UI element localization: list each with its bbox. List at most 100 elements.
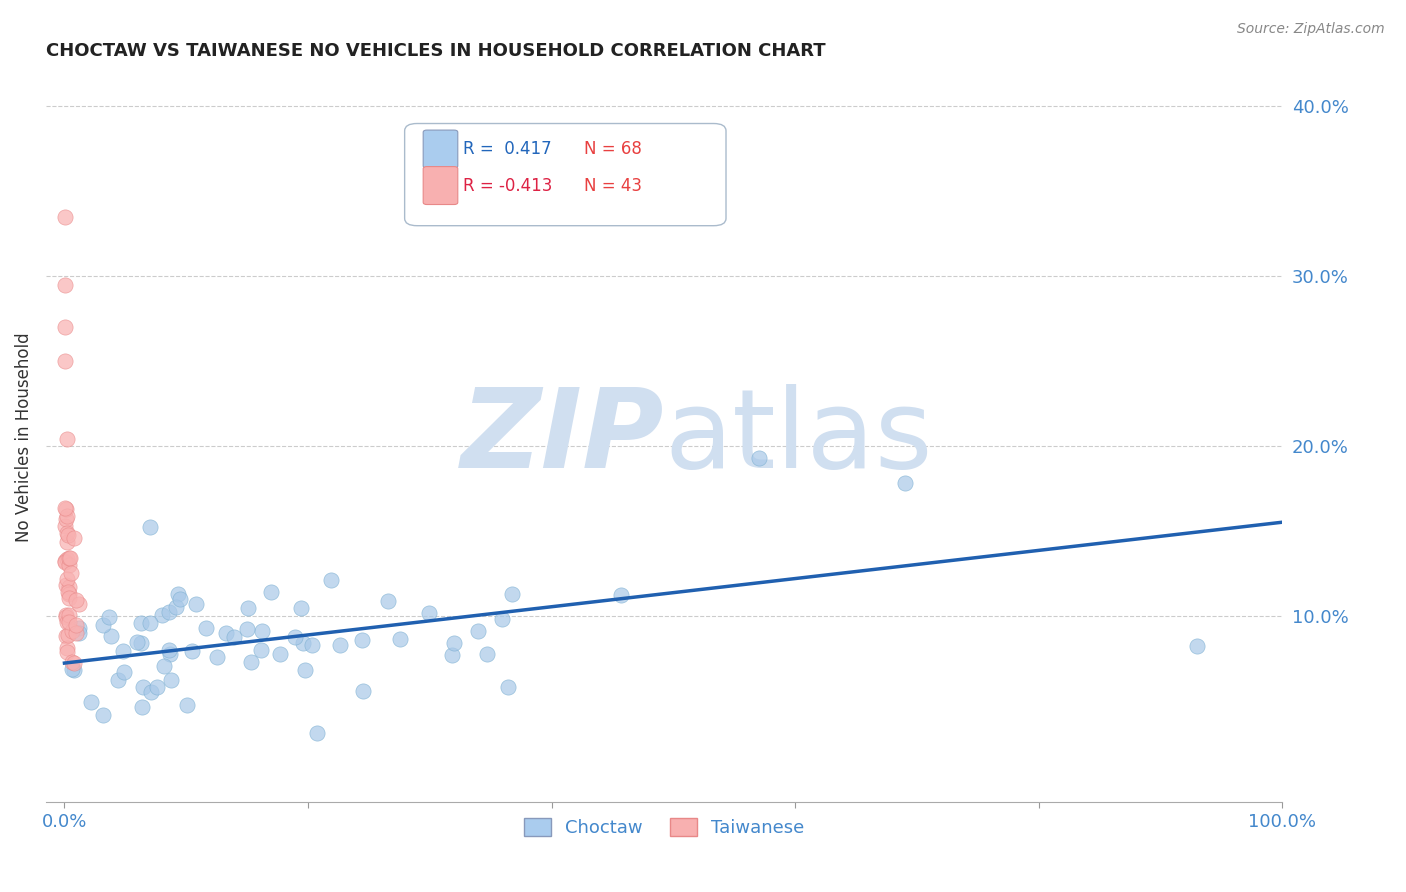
Point xyxy=(893,476,915,491)
Point xyxy=(53,210,76,224)
Point xyxy=(250,624,273,638)
Point xyxy=(176,698,198,712)
Point xyxy=(132,681,155,695)
Point xyxy=(127,635,149,649)
Point xyxy=(477,647,499,661)
Point xyxy=(67,597,90,611)
Point xyxy=(467,624,489,639)
Point xyxy=(67,621,90,635)
Point xyxy=(157,643,180,657)
Point xyxy=(166,587,188,601)
Point xyxy=(56,628,79,642)
Point xyxy=(260,584,283,599)
Point xyxy=(294,664,316,678)
FancyBboxPatch shape xyxy=(423,167,458,204)
Point xyxy=(53,518,76,533)
Point xyxy=(53,501,76,516)
Point xyxy=(145,680,167,694)
Point xyxy=(329,638,352,652)
Point xyxy=(160,673,183,688)
Point xyxy=(62,655,84,669)
Point xyxy=(53,554,76,568)
Legend: Choctaw, Taiwanese: Choctaw, Taiwanese xyxy=(516,811,811,845)
Point xyxy=(307,726,329,740)
Point xyxy=(301,639,323,653)
Point xyxy=(141,685,163,699)
Point xyxy=(269,647,291,661)
Point xyxy=(112,665,135,679)
Point xyxy=(186,597,208,611)
Point xyxy=(169,591,191,606)
Point xyxy=(58,550,80,565)
Point xyxy=(748,450,770,465)
Text: N = 43: N = 43 xyxy=(583,177,643,194)
Text: ZIP: ZIP xyxy=(461,384,664,491)
Text: Source: ZipAtlas.com: Source: ZipAtlas.com xyxy=(1237,22,1385,37)
FancyBboxPatch shape xyxy=(405,123,725,226)
Point xyxy=(55,608,77,623)
Point xyxy=(131,700,153,714)
Point xyxy=(58,558,80,573)
Point xyxy=(55,640,77,655)
Point xyxy=(350,632,373,647)
Point xyxy=(139,616,162,631)
Point xyxy=(352,684,374,698)
Point xyxy=(53,277,76,292)
Point xyxy=(250,643,273,657)
Point xyxy=(139,520,162,534)
Point xyxy=(55,525,77,540)
Point xyxy=(129,616,152,631)
Point xyxy=(55,629,77,643)
Point xyxy=(59,566,82,580)
Point xyxy=(58,615,80,630)
Point xyxy=(321,573,343,587)
Point xyxy=(239,655,262,669)
Point xyxy=(56,572,79,586)
Text: CHOCTAW VS TAIWANESE NO VEHICLES IN HOUSEHOLD CORRELATION CHART: CHOCTAW VS TAIWANESE NO VEHICLES IN HOUS… xyxy=(46,42,825,60)
Point xyxy=(56,534,79,549)
Point xyxy=(55,610,77,624)
Point xyxy=(291,636,314,650)
Point xyxy=(181,643,204,657)
Point xyxy=(65,593,87,607)
Point xyxy=(53,555,76,569)
Point xyxy=(56,584,79,599)
Point xyxy=(150,608,173,623)
Point xyxy=(224,630,246,644)
Point xyxy=(207,650,229,665)
Point xyxy=(496,680,519,694)
Point xyxy=(56,528,79,542)
Point xyxy=(56,615,79,629)
Point xyxy=(388,632,411,646)
Point xyxy=(55,432,77,446)
Point xyxy=(235,622,257,636)
Point xyxy=(55,577,77,591)
Point xyxy=(1185,639,1208,653)
Text: N = 68: N = 68 xyxy=(583,140,641,158)
Text: R =  0.417: R = 0.417 xyxy=(463,140,551,158)
Point xyxy=(610,588,633,602)
Point xyxy=(377,593,399,607)
Point xyxy=(58,587,80,601)
Point xyxy=(62,656,84,670)
Point xyxy=(153,659,176,673)
Text: atlas: atlas xyxy=(664,384,932,491)
Point xyxy=(65,618,87,632)
Point xyxy=(93,707,115,722)
Point xyxy=(284,630,307,644)
Point xyxy=(55,512,77,526)
Point xyxy=(56,552,79,566)
Point xyxy=(215,625,238,640)
Point xyxy=(93,618,115,632)
Point xyxy=(165,599,187,614)
Point xyxy=(107,673,129,688)
Point xyxy=(440,648,463,663)
Point xyxy=(67,626,90,640)
Point xyxy=(238,601,260,615)
Point xyxy=(100,629,122,643)
Point xyxy=(53,354,76,368)
Point xyxy=(58,580,80,594)
Point xyxy=(418,606,440,620)
Point xyxy=(157,605,180,619)
Point xyxy=(53,320,76,334)
